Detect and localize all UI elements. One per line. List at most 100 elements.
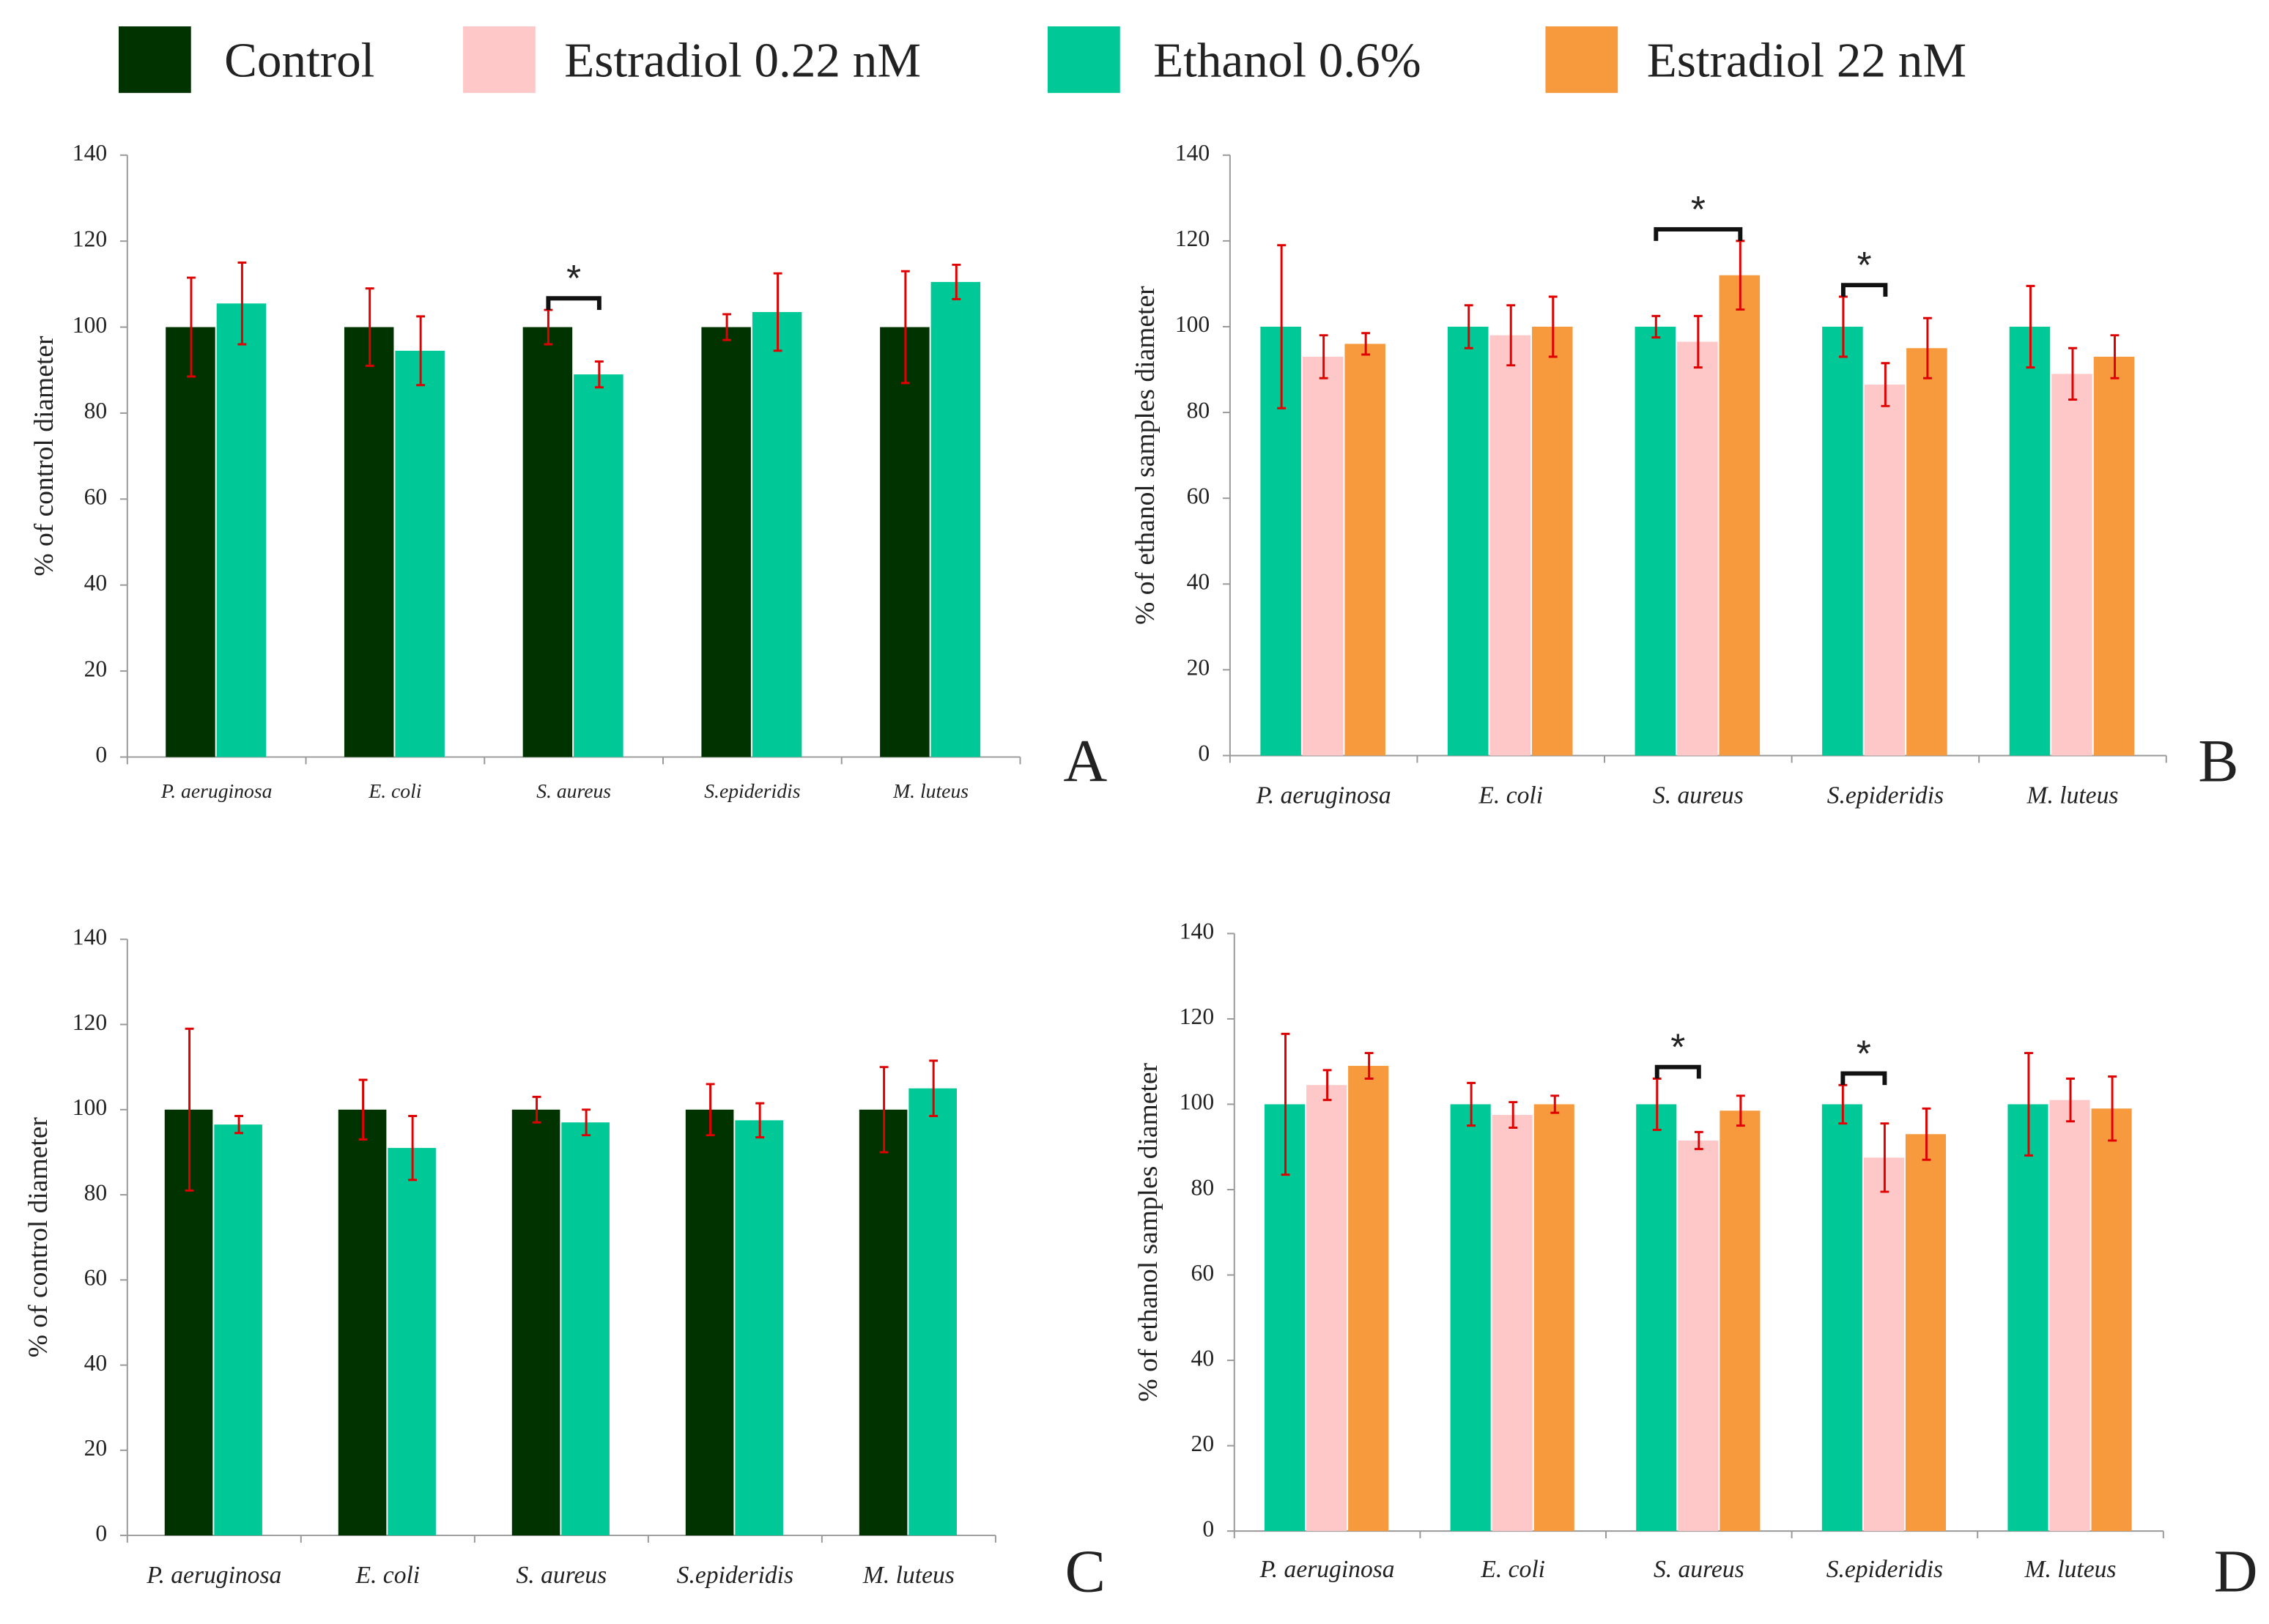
error-bar	[1922, 1107, 1931, 1161]
y-tick-label: 80	[1191, 1174, 1215, 1200]
significance-bracket	[546, 296, 602, 311]
error-bar	[1880, 1122, 1889, 1193]
error-bar	[1322, 1069, 1332, 1102]
panel-label: A	[1063, 727, 1107, 794]
error-bar	[234, 1115, 244, 1135]
x-tick-label: E. coli	[355, 1562, 421, 1589]
error-bar	[2026, 284, 2035, 369]
error-bar	[2108, 1075, 2117, 1142]
x-tick-label: E. coli	[1480, 1556, 1545, 1583]
x-tick-label: E. coli	[368, 779, 421, 802]
bar	[1636, 1104, 1677, 1532]
error-bar	[952, 263, 961, 300]
error-bar	[1838, 1083, 1848, 1125]
bar	[1864, 385, 1906, 756]
x-tick-label: S. aureus	[1654, 1556, 1744, 1583]
bar	[752, 312, 802, 757]
error-bar	[1736, 240, 1745, 311]
y-tick-label: 80	[84, 398, 108, 423]
bar	[1447, 326, 1489, 756]
bar	[574, 374, 623, 757]
bar	[880, 327, 930, 757]
significance-label: *	[566, 257, 581, 299]
legend-label: Estradiol 0.22 nM	[564, 33, 921, 88]
y-tick-label: 60	[1187, 483, 1210, 508]
error-bar	[1694, 1130, 1703, 1151]
error-bar	[416, 315, 426, 387]
x-tick-label: S.epideridis	[1827, 782, 1944, 809]
y-tick-label: 100	[73, 1094, 107, 1120]
bar	[216, 303, 267, 757]
significance-bracket	[1840, 283, 1888, 297]
bar	[1531, 326, 1573, 756]
error-bar	[1506, 304, 1516, 367]
x-tick-label: S.epideridis	[704, 779, 800, 802]
y-tick-label: 100	[1175, 311, 1210, 337]
y-tick-label: 60	[84, 484, 108, 510]
bar	[1306, 1085, 1347, 1532]
bar	[1863, 1157, 1904, 1532]
error-bar	[185, 1027, 194, 1192]
error-bar	[365, 287, 374, 367]
panel-label: C	[1065, 1537, 1106, 1604]
bar	[1635, 326, 1676, 756]
x-tick-label: S. aureus	[517, 1562, 607, 1589]
y-tick-label: 140	[73, 924, 107, 950]
y-tick-label: 60	[1191, 1260, 1215, 1286]
bar	[1348, 1066, 1389, 1532]
error-bar	[2068, 346, 2077, 401]
x-tick-label: M. luteus	[2026, 782, 2119, 809]
x-tick-label: S. aureus	[1653, 782, 1744, 809]
x-tick-label: S. aureus	[536, 779, 611, 802]
y-axis-label: % of control diameter	[23, 1117, 53, 1358]
error-bar	[1361, 332, 1371, 356]
y-tick-label: 140	[1180, 919, 1214, 944]
significance-bracket	[1654, 1064, 1701, 1079]
bar	[735, 1120, 783, 1536]
bar	[1719, 275, 1761, 756]
y-tick-label: 40	[84, 570, 108, 596]
error-bar	[755, 1102, 765, 1139]
x-tick-label: M. luteus	[892, 779, 969, 802]
error-bar	[1467, 1081, 1476, 1127]
bar	[1720, 1111, 1761, 1532]
y-axis-label: % of ethanol samples diameter	[1130, 286, 1161, 625]
error-bar	[1651, 314, 1661, 339]
error-bar	[1736, 1094, 1745, 1127]
error-bar	[1364, 1052, 1374, 1080]
bar	[1302, 356, 1344, 756]
bar	[338, 1109, 387, 1536]
error-bar	[929, 1059, 939, 1118]
error-bar	[900, 270, 910, 385]
error-bar	[1548, 295, 1558, 358]
error-bar	[722, 313, 732, 341]
y-tick-label: 80	[84, 1179, 108, 1205]
error-bar	[879, 1066, 889, 1154]
x-tick-label: E. coli	[1478, 782, 1543, 809]
bar	[1344, 344, 1385, 756]
y-tick-label: 140	[73, 140, 107, 166]
error-bar	[582, 1108, 591, 1137]
bar	[522, 327, 573, 757]
error-bar	[594, 360, 604, 389]
y-axis-label: % of control diameter	[29, 335, 59, 576]
y-tick-label: 0	[1202, 1516, 1214, 1541]
error-bar	[532, 1095, 541, 1124]
significance-label: *	[1691, 188, 1706, 230]
bar	[685, 1109, 734, 1536]
bar	[2049, 1100, 2090, 1532]
y-tick-label: 0	[95, 1520, 107, 1546]
bar	[930, 281, 981, 757]
bar	[1906, 348, 1947, 756]
panel-label: D	[2214, 1537, 2258, 1604]
y-tick-label: 40	[1187, 569, 1210, 595]
y-tick-label: 40	[1191, 1345, 1215, 1371]
error-bar	[2110, 334, 2120, 379]
panel-label: B	[2198, 727, 2238, 794]
error-bar	[2024, 1052, 2033, 1157]
legend-swatch	[1047, 26, 1120, 93]
significance-label: *	[1857, 1032, 1871, 1074]
y-tick-label: 60	[84, 1265, 108, 1291]
bar	[2093, 356, 2135, 756]
